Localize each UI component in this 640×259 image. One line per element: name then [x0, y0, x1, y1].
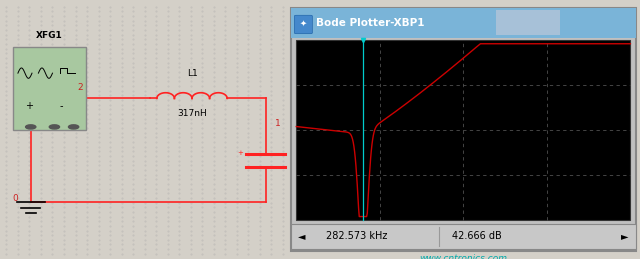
FancyBboxPatch shape: [291, 224, 636, 249]
Text: +: +: [237, 150, 243, 156]
Circle shape: [49, 125, 60, 129]
Text: ✦: ✦: [300, 18, 307, 27]
Circle shape: [68, 125, 79, 129]
Text: ►: ►: [621, 231, 629, 241]
Circle shape: [26, 125, 36, 129]
Text: www.cntronics.com: www.cntronics.com: [419, 254, 508, 259]
Text: 1: 1: [275, 119, 281, 128]
Text: ◄: ◄: [298, 231, 305, 241]
Text: 317nH: 317nH: [177, 109, 207, 118]
Text: 282.573 kHz: 282.573 kHz: [326, 231, 388, 241]
FancyBboxPatch shape: [496, 10, 560, 35]
FancyBboxPatch shape: [291, 8, 636, 251]
FancyBboxPatch shape: [291, 8, 636, 38]
Text: C1: C1: [290, 146, 302, 155]
Text: +: +: [25, 101, 33, 111]
Text: 0: 0: [12, 194, 18, 203]
FancyBboxPatch shape: [296, 40, 630, 220]
FancyBboxPatch shape: [294, 15, 312, 34]
Text: 42.666 dB: 42.666 dB: [452, 231, 502, 241]
Text: 2: 2: [77, 83, 83, 92]
Text: -: -: [59, 101, 63, 111]
Text: Bode Plotter-XBP1: Bode Plotter-XBP1: [316, 18, 424, 28]
FancyBboxPatch shape: [13, 47, 86, 130]
Text: L1: L1: [187, 69, 197, 78]
Text: 1uF: 1uF: [290, 166, 307, 175]
Text: XFG1: XFG1: [36, 31, 63, 40]
